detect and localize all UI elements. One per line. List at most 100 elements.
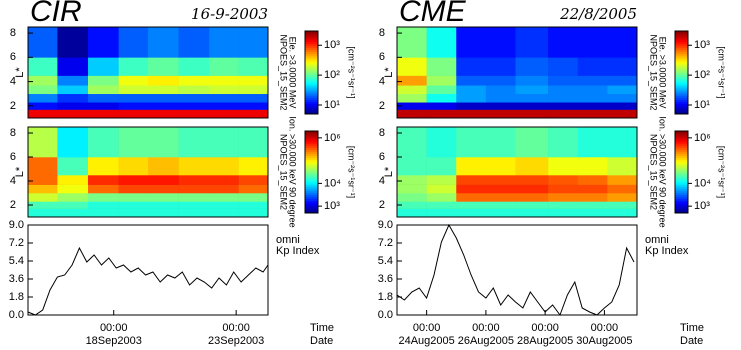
x-tick-label: 23Sep2003	[208, 335, 264, 347]
heat-cell	[88, 201, 119, 209]
heat-cell	[607, 75, 638, 86]
heat-cell	[148, 127, 179, 158]
colorbar-step	[675, 137, 688, 140]
heat-cell	[607, 109, 638, 119]
colorbar-step	[675, 143, 688, 146]
colorbar-step	[675, 109, 688, 113]
colorbar-step	[675, 66, 688, 69]
heat-cell	[577, 102, 608, 110]
colorbar-step	[305, 78, 318, 82]
colorbar-step	[675, 84, 688, 88]
heat-cell	[88, 57, 119, 76]
heat-cell	[57, 184, 89, 194]
colorbar-label: NPOES_15_SEM2	[279, 34, 289, 110]
heat-cell	[577, 127, 608, 158]
heat-cell	[577, 93, 608, 103]
heat-cell	[118, 27, 149, 58]
heat-cell	[607, 27, 638, 58]
heat-cell	[118, 102, 149, 110]
heat-cell	[515, 27, 549, 58]
colorbar-step	[305, 45, 318, 48]
colorbar-step	[675, 47, 688, 51]
heat-cell	[426, 201, 457, 209]
colorbar-step	[675, 39, 688, 42]
colorbar-step	[305, 76, 318, 80]
colorbar-step	[305, 149, 318, 152]
colorbar-label: Ion. >30.000 keV 90 degree	[288, 116, 298, 227]
y-tick-label: 8	[10, 27, 16, 39]
heat-cell	[28, 201, 58, 209]
colorbar-step	[305, 161, 318, 165]
colorbar-step	[675, 188, 688, 191]
heat-cell	[485, 193, 516, 202]
colorbar-step	[675, 70, 688, 73]
colorbar-step	[675, 76, 688, 80]
heat-cell	[456, 208, 487, 218]
x-tick-time: 00:00	[531, 322, 559, 334]
heat-cell	[57, 75, 89, 86]
colorbar-step	[675, 167, 688, 171]
heat-cell	[178, 127, 210, 158]
heat-cell	[118, 127, 149, 158]
heat-cell	[515, 109, 549, 119]
colorbar-step	[675, 82, 688, 86]
colorbar-step	[305, 137, 318, 140]
heat-cell	[426, 157, 457, 176]
heat-cell	[88, 184, 119, 194]
heat-cell	[548, 75, 579, 86]
colorbar-step	[305, 178, 318, 181]
panel-frame	[27, 26, 269, 119]
heat-cell	[515, 57, 549, 76]
colorbar-step	[305, 200, 318, 204]
heat-cell	[238, 175, 269, 185]
colorbar-step	[305, 49, 318, 53]
heat-cell	[209, 127, 239, 158]
heat-cell	[148, 109, 179, 119]
colorbar-step	[305, 174, 318, 177]
colorbar-step	[675, 131, 688, 134]
colorbar-step	[675, 178, 688, 181]
colorbar-step	[305, 210, 318, 214]
heat-cell	[238, 201, 269, 209]
heat-cell	[57, 175, 89, 185]
heat-cell	[178, 85, 210, 95]
colorbar-step	[675, 180, 688, 183]
colorbar-step	[305, 165, 318, 169]
heat-cell	[548, 102, 579, 110]
heat-cell	[485, 102, 516, 110]
heat-cell	[548, 57, 579, 76]
y-tick-label: 5.4	[9, 255, 24, 267]
colorbar-step	[305, 70, 318, 73]
colorbar-step	[675, 62, 688, 65]
x-axis-label: Time	[680, 322, 704, 334]
heat-cell	[577, 208, 608, 218]
heat-cell	[88, 127, 119, 158]
panel-title: CME	[399, 0, 467, 28]
annotation: Kp Index	[276, 245, 320, 257]
heat-cell	[607, 93, 638, 103]
colorbar-step	[675, 78, 688, 82]
x-axis-label: Date	[680, 335, 703, 347]
colorbar-step	[305, 103, 318, 107]
heat-cell	[238, 109, 269, 119]
heat-cell	[577, 75, 608, 86]
heat-cell	[456, 184, 487, 194]
colorbar-label: Ele. >3.0000 MeV	[288, 37, 298, 109]
heat-cell	[28, 102, 58, 110]
heat-cell	[238, 184, 269, 194]
heat-cell	[88, 157, 119, 176]
x-axis-label: Date	[310, 335, 333, 347]
heat-cell	[456, 102, 487, 110]
heat-cell	[426, 27, 457, 58]
heat-cell	[28, 27, 58, 58]
heat-cell	[548, 27, 579, 58]
heat-cell	[548, 175, 579, 185]
x-tick-label: 18Sep2003	[86, 335, 142, 347]
heat-cell	[238, 75, 269, 86]
heat-cell	[485, 27, 516, 58]
colorbar-step	[675, 101, 688, 105]
heat-cell	[397, 184, 427, 194]
colorbar-step	[305, 147, 318, 150]
heat-cell	[426, 184, 457, 194]
colorbar-step	[305, 31, 318, 34]
